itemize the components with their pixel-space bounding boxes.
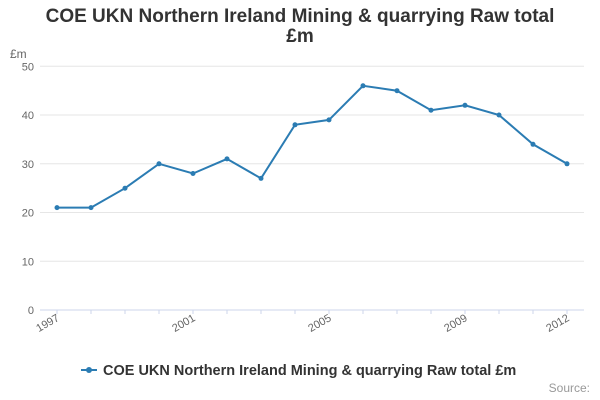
svg-text:2009: 2009 — [442, 312, 469, 335]
svg-text:2001: 2001 — [170, 312, 197, 335]
svg-text:10: 10 — [22, 256, 34, 268]
svg-text:50: 50 — [22, 61, 34, 73]
svg-text:£m: £m — [10, 47, 27, 61]
svg-text:2012: 2012 — [544, 312, 571, 335]
svg-text:1997: 1997 — [34, 312, 61, 335]
svg-text:40: 40 — [22, 110, 34, 122]
svg-text:30: 30 — [22, 159, 34, 171]
svg-text:2005: 2005 — [306, 312, 333, 335]
svg-text:0: 0 — [28, 305, 34, 317]
svg-text:20: 20 — [22, 208, 34, 220]
